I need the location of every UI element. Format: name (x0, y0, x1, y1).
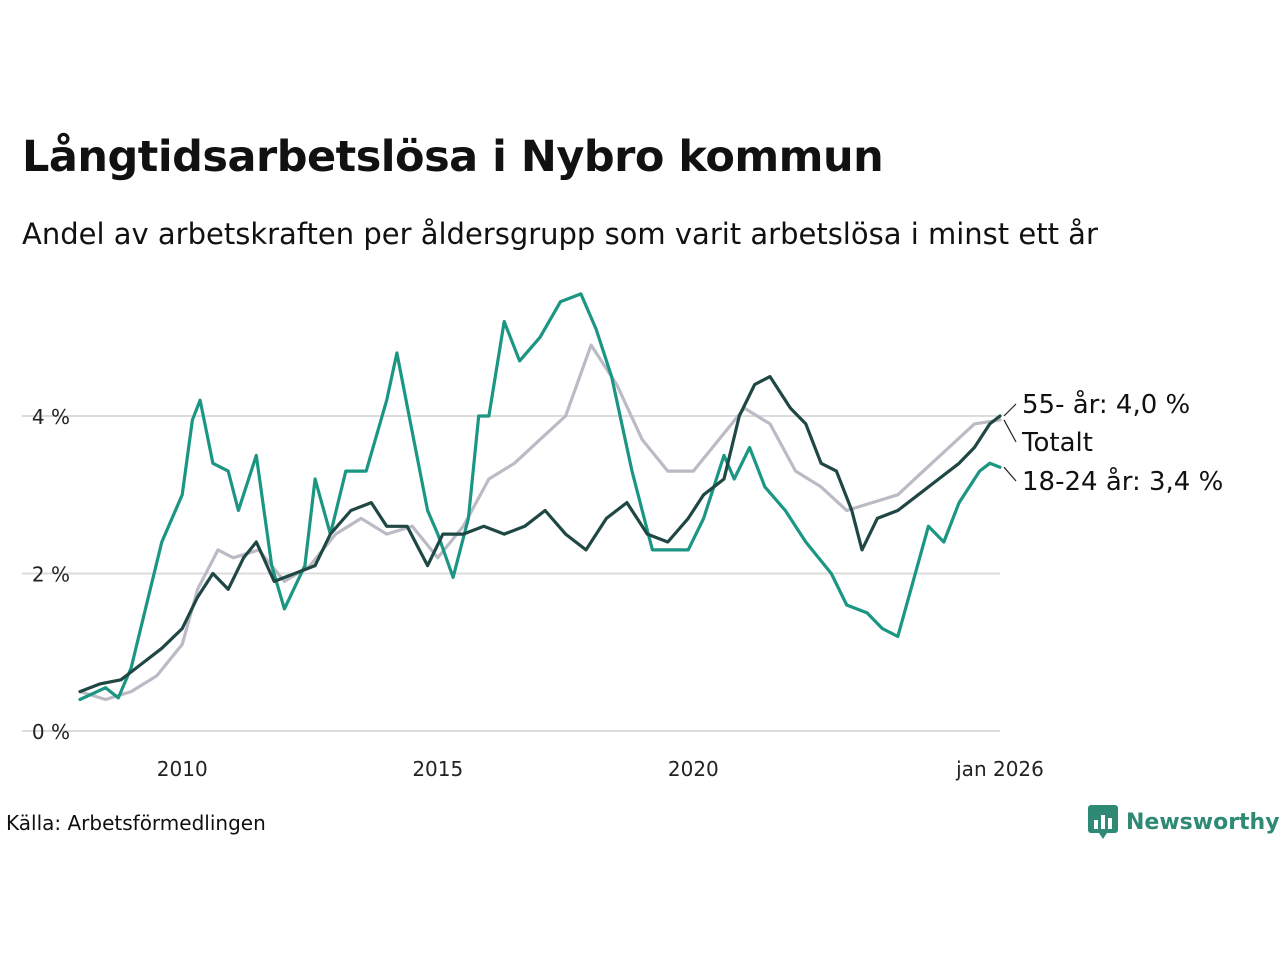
x-tick-label: jan 2026 (955, 757, 1044, 781)
x-tick-label: 2020 (668, 757, 719, 781)
brand-name: Newsworthy (1126, 809, 1280, 835)
end-label: 18-24 år: 3,4 % (1022, 466, 1223, 497)
y-tick-label: 4 % (32, 405, 70, 429)
end-labels: 55- år: 4,0 % Totalt 18-24 år: 3,4 % (1003, 389, 1223, 497)
series-line-55-r (78, 375, 1002, 694)
x-tick-label: 2010 (157, 757, 208, 781)
x-tick-label: 2015 (412, 757, 463, 781)
label-leader-line (1003, 403, 1017, 417)
series-layer (78, 292, 1002, 702)
source-note: Källa: Arbetsförmedlingen (6, 811, 266, 835)
end-label: Totalt (1021, 428, 1093, 458)
chart-subtitle: Andel av arbetskraften per åldersgrupp s… (22, 217, 1098, 251)
chart-title: Långtidsarbetslösa i Nybro kommun (22, 132, 884, 182)
label-leader-line (1003, 466, 1017, 482)
y-axis-ticks: 0 % 2 % 4 % (32, 405, 70, 744)
grid-layer (22, 415, 1000, 732)
y-tick-label: 2 % (32, 563, 70, 587)
newsworthy-chart-icon (1088, 805, 1118, 839)
end-label: 55- år: 4,0 % (1022, 389, 1190, 420)
label-leader-line (1003, 419, 1017, 443)
y-tick-label: 0 % (32, 720, 70, 744)
series-line-18-24-r (78, 292, 1002, 702)
newsworthy-logo: Newsworthy (1088, 804, 1280, 840)
series-line-totalt (78, 343, 1002, 702)
x-axis-ticks: 2010 2015 2020 jan 2026 (157, 757, 1044, 781)
